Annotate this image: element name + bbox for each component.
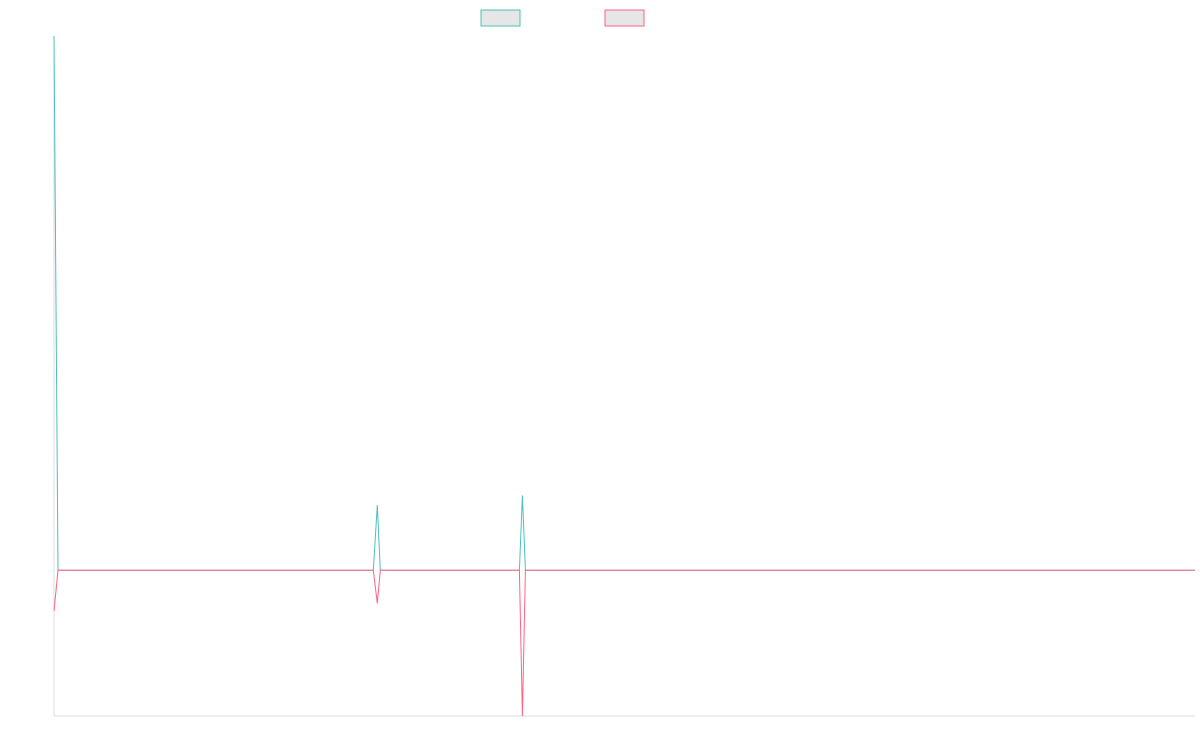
- series-line-1: [53, 35, 1195, 571]
- series-layer: [53, 35, 1195, 717]
- series-line-2: [53, 569, 1195, 717]
- legend: [480, 9, 645, 27]
- legend-swatch-2[interactable]: [604, 9, 645, 27]
- legend-swatch-1[interactable]: [480, 9, 521, 27]
- axes: [53, 36, 1195, 717]
